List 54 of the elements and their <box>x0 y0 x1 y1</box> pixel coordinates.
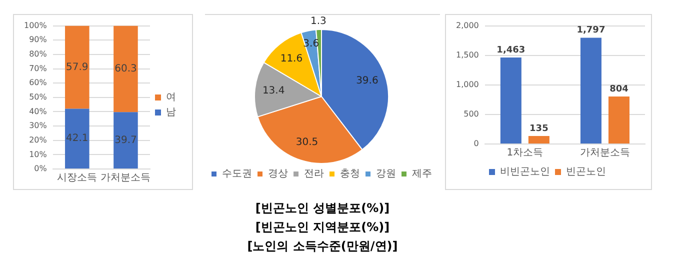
y-tick-label: 100% <box>24 20 48 30</box>
y-tick-label: 50% <box>29 92 48 102</box>
bar <box>65 26 90 109</box>
y-tick-label: 40% <box>29 106 48 116</box>
legend-label: 경상 <box>268 168 288 180</box>
y-tick-label: 20% <box>29 135 48 144</box>
legend-label: 수도권 <box>222 168 252 180</box>
text: [빈곤노인 지역분포(%)] <box>254 219 391 236</box>
text: [빈곤노인 성별분포(%)] <box>254 200 391 217</box>
legend-label: 제주 <box>412 168 432 180</box>
x-tick-label: 시장소득 <box>57 172 98 184</box>
data-label: 60.3 <box>114 64 137 75</box>
text: [노인의 소득수준(만원/연)] <box>246 238 399 255</box>
y-tick-label: 30% <box>29 121 48 130</box>
y-tick-label: 70% <box>29 64 48 73</box>
legend-label: 비빈곤노인 <box>500 166 550 178</box>
y-tick-label: 1,000 <box>456 80 479 89</box>
data-label: 39.6 <box>356 76 378 87</box>
data-label: 1.3 <box>310 16 326 28</box>
data-label: 1,463 <box>496 45 526 56</box>
data-label: 42.1 <box>66 133 88 144</box>
data-label: 135 <box>530 124 548 134</box>
bar <box>65 108 90 168</box>
y-tick-label: 1,500 <box>456 50 479 60</box>
bar <box>580 38 602 144</box>
data-label: 804 <box>610 84 628 94</box>
bar <box>114 112 138 168</box>
y-tick-label: 0 <box>474 139 479 148</box>
x-tick-label: 1차소득 <box>506 148 544 159</box>
data-label: 13.4 <box>262 86 285 97</box>
data-label: 30.5 <box>296 137 318 148</box>
y-tick-label: 0% <box>34 164 48 174</box>
y-tick-label: 2,000 <box>456 20 479 30</box>
y-tick-label: 500 <box>464 110 479 119</box>
bar <box>500 58 522 144</box>
bar <box>114 26 138 112</box>
bar <box>608 96 630 144</box>
legend-label: 남 <box>166 107 176 118</box>
data-label: 11.6 <box>280 53 303 64</box>
data-label: 1,797 <box>576 26 606 36</box>
data-label: 39.7 <box>114 134 137 146</box>
y-tick-label: 10% <box>29 150 48 159</box>
legend-label: 강원 <box>376 168 396 180</box>
legend-label: 충청 <box>340 168 360 180</box>
y-tick-label: 90% <box>29 35 48 44</box>
x-tick-label: 가처분소득 <box>580 148 630 159</box>
x-tick-label: 가처분소득 <box>100 172 151 184</box>
y-tick-label: 80% <box>29 50 48 59</box>
bar <box>528 136 550 144</box>
y-tick-label: 60% <box>29 78 48 88</box>
legend-label: 전라 <box>304 168 324 180</box>
legend-label: 여 <box>166 92 176 104</box>
data-label: 57.9 <box>66 62 88 73</box>
legend-label: 빈곤노인 <box>566 166 606 178</box>
